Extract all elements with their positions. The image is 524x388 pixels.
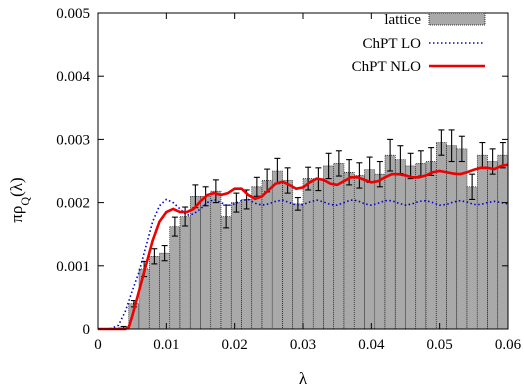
bar-5 [148, 256, 160, 330]
bar-21 [312, 178, 324, 330]
y-axis-label-main: πρ [7, 206, 26, 223]
bar-26 [364, 169, 376, 330]
bar-23 [333, 163, 345, 330]
bar-4 [138, 268, 150, 330]
legend-label-chpt-lo: ChPT LO [363, 36, 422, 52]
y-axis-ticks: 0 0.001 0.002 0.003 0.004 0.005 [56, 6, 508, 338]
y-tick-label-0: 0 [83, 322, 91, 338]
bar-13 [230, 202, 242, 330]
bar-30 [405, 165, 417, 330]
bar-9 [189, 195, 201, 330]
legend-swatch-lattice [428, 12, 486, 26]
bar-24 [343, 171, 355, 330]
bar-27 [374, 173, 386, 330]
y-tick-label-5: 0.005 [56, 6, 90, 22]
x-tick-label-5: 0.05 [427, 337, 453, 353]
y-tick-label-3: 0.003 [56, 132, 90, 148]
bar-31 [415, 163, 427, 330]
bar-12 [220, 216, 232, 330]
y-axis-label: πρQ(λ) [7, 177, 32, 222]
legend: lattice ChPT LO ChPT NLO [352, 12, 486, 75]
bar-8 [179, 216, 191, 330]
legend-label-chpt-nlo: ChPT NLO [352, 59, 421, 75]
bar-25 [353, 175, 365, 330]
bar-22 [323, 165, 335, 330]
legend-label-lattice: lattice [384, 12, 421, 28]
x-tick-label-0: 0 [94, 337, 102, 353]
bar-37 [476, 154, 488, 330]
bar-36 [466, 186, 478, 330]
y-tick-label-4: 0.004 [56, 69, 90, 85]
bar-28 [384, 154, 396, 330]
bar-32 [425, 161, 437, 330]
bar-6 [159, 252, 171, 330]
bar-17 [271, 170, 283, 330]
x-tick-label-4: 0.04 [358, 337, 385, 353]
bar-10 [200, 195, 212, 330]
bar-38 [487, 161, 499, 330]
bar-19 [292, 203, 304, 330]
bar-11 [210, 190, 222, 330]
bar-15 [251, 186, 263, 330]
x-tick-label-3: 0.03 [290, 337, 316, 353]
y-tick-label-2: 0.002 [56, 196, 90, 212]
bar-33 [435, 142, 447, 330]
y-tick-label-1: 0.001 [56, 259, 90, 275]
bar-20 [302, 178, 314, 330]
x-axis-label: λ [299, 369, 308, 388]
x-tick-label-1: 0.01 [153, 337, 179, 353]
bar-35 [456, 148, 468, 330]
y-axis-label-sub: Q [18, 197, 32, 206]
x-tick-label-2: 0.02 [222, 337, 248, 353]
bar-39 [497, 154, 509, 330]
x-axis-ticks: 0 0.01 0.02 0.03 0.04 0.05 0.06 [94, 13, 522, 353]
series-line-chpt-lo [98, 198, 509, 330]
bar-14 [241, 199, 253, 330]
bar-7 [169, 226, 181, 330]
bar-29 [394, 159, 406, 330]
series-line-chpt-nlo [98, 163, 509, 331]
x-tick-label-6: 0.06 [495, 337, 522, 353]
y-axis-label-tail: (λ) [7, 177, 26, 197]
